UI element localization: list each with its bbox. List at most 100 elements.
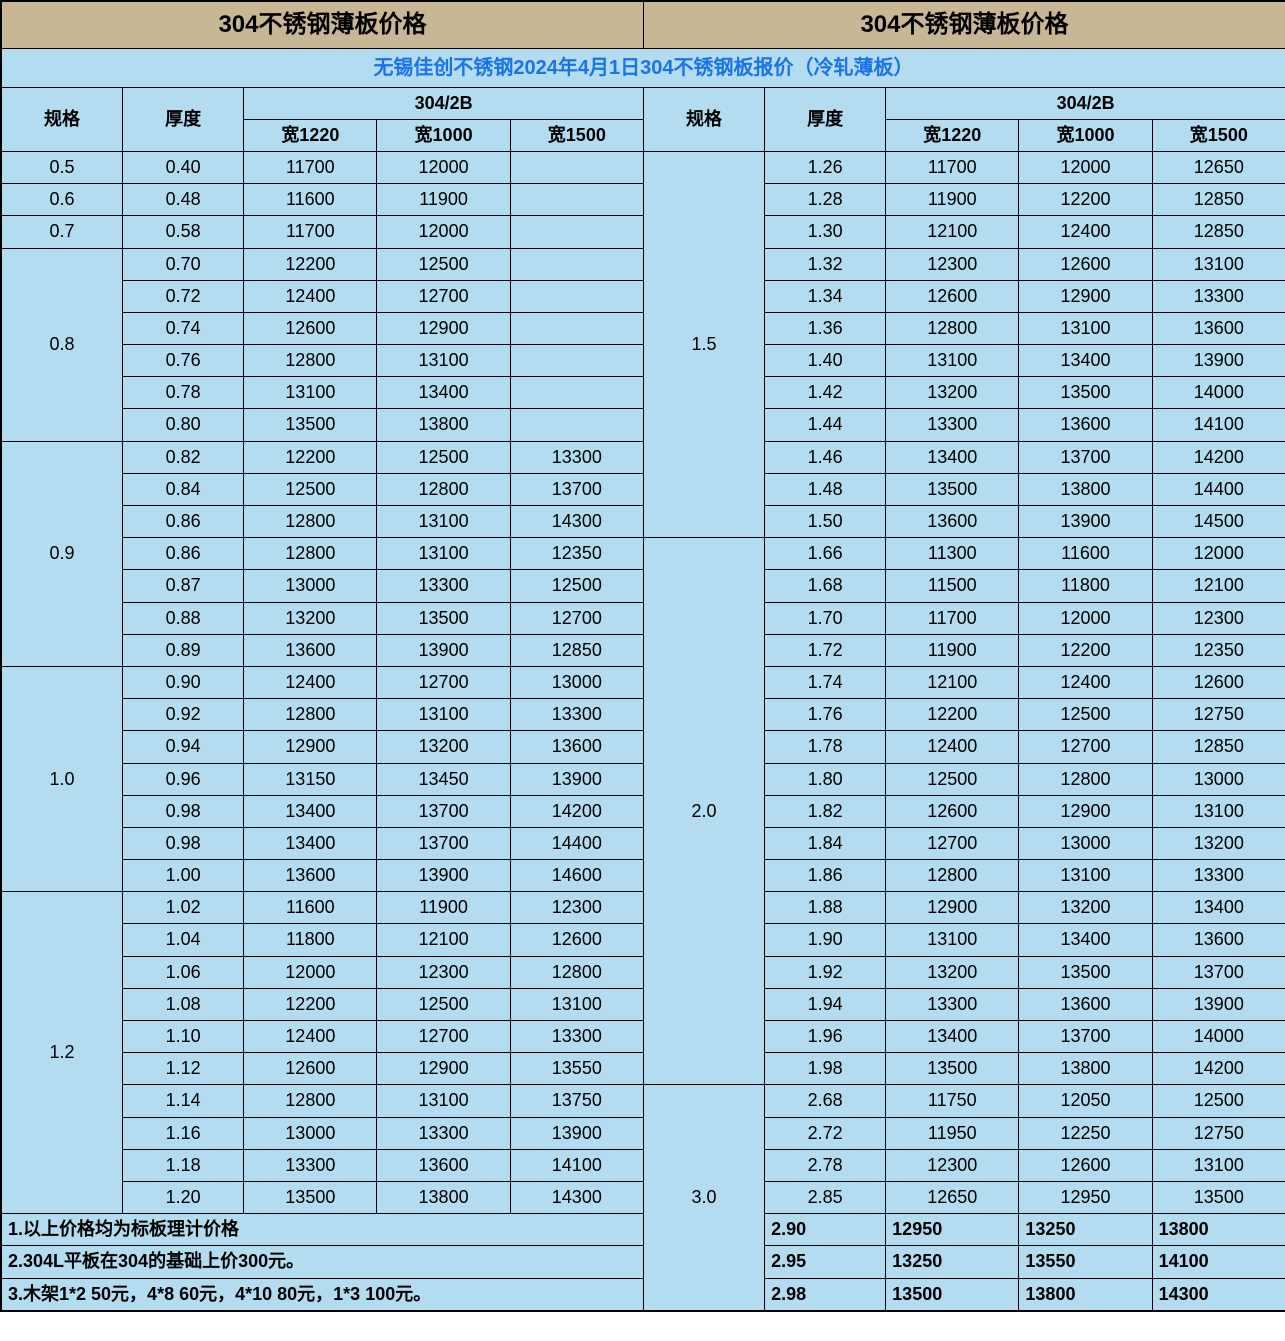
price-cell: 13000	[1152, 763, 1285, 795]
price-cell: 13300	[1152, 860, 1285, 892]
thickness-cell: 1.48	[765, 473, 886, 505]
title-left: 304不锈钢薄板价格	[2, 2, 644, 49]
thickness-cell: 2.78	[765, 1149, 886, 1181]
price-cell: 13100	[1152, 248, 1285, 280]
table-row: 0.50.4011700120001.51.26117001200012650	[2, 151, 1285, 183]
thickness-cell: 1.96	[765, 1021, 886, 1053]
table-row: 1.121260012900135501.98135001380014200	[2, 1053, 1285, 1085]
thickness-cell: 1.78	[765, 731, 886, 763]
price-cell	[510, 216, 643, 248]
price-cell	[510, 248, 643, 280]
hdr-w1220-l: 宽1220	[244, 119, 377, 151]
price-cell: 12300	[886, 248, 1019, 280]
price-cell	[510, 312, 643, 344]
price-cell: 13900	[1019, 506, 1152, 538]
price-cell: 13400	[886, 1021, 1019, 1053]
spec-cell: 0.6	[2, 184, 123, 216]
hdr-w1000-r: 宽1000	[1019, 119, 1152, 151]
thickness-cell: 1.00	[123, 860, 244, 892]
price-cell: 14200	[1152, 441, 1285, 473]
hdr-spec-l: 规格	[2, 87, 123, 151]
price-cell: 13100	[886, 924, 1019, 956]
price-cell: 13900	[510, 1117, 643, 1149]
thickness-cell: 1.02	[123, 892, 244, 924]
price-cell: 13300	[377, 570, 510, 602]
thickness-cell: 2.98	[765, 1278, 886, 1310]
price-cell: 12300	[510, 892, 643, 924]
hdr-w1220-r: 宽1220	[886, 119, 1019, 151]
thickness-cell: 1.66	[765, 538, 886, 570]
price-cell: 12000	[1019, 151, 1152, 183]
price-cell: 12600	[510, 924, 643, 956]
price-cell: 13400	[244, 795, 377, 827]
price-cell: 12800	[244, 506, 377, 538]
hdr-thick-r: 厚度	[765, 87, 886, 151]
thickness-cell: 1.06	[123, 956, 244, 988]
thickness-cell: 1.28	[765, 184, 886, 216]
thickness-cell: 1.16	[123, 1117, 244, 1149]
price-cell: 12100	[1152, 570, 1285, 602]
price-cell: 12200	[1019, 634, 1152, 666]
price-cell: 12600	[886, 795, 1019, 827]
price-cell: 13600	[244, 860, 377, 892]
price-cell: 12900	[1019, 280, 1152, 312]
price-cell	[510, 409, 643, 441]
price-cell: 13500	[886, 1053, 1019, 1085]
table-row: 1.21.021160011900123001.8812900132001340…	[2, 892, 1285, 924]
price-cell: 13600	[886, 506, 1019, 538]
table-row: 0.861280013100143001.50136001390014500	[2, 506, 1285, 538]
table-row: 1.161300013300139002.72119501225012750	[2, 1117, 1285, 1149]
price-cell: 12000	[244, 956, 377, 988]
price-cell: 12200	[886, 699, 1019, 731]
thickness-cell: 1.14	[123, 1085, 244, 1117]
price-cell: 13600	[377, 1149, 510, 1181]
subtitle: 无锡佳创不锈钢2024年4月1日304不锈钢板报价（冷轧薄板）	[2, 48, 1285, 87]
price-cell: 14300	[510, 1181, 643, 1213]
spec-cell: 1.0	[2, 666, 123, 891]
price-cell: 12000	[377, 151, 510, 183]
price-cell: 12900	[377, 1053, 510, 1085]
price-cell: 13250	[1019, 1214, 1152, 1246]
price-cell: 13600	[510, 731, 643, 763]
thickness-cell: 0.58	[123, 216, 244, 248]
price-cell: 13900	[377, 634, 510, 666]
price-cell: 12350	[1152, 634, 1285, 666]
price-cell: 13100	[886, 345, 1019, 377]
thickness-cell: 1.82	[765, 795, 886, 827]
price-cell: 13400	[1019, 924, 1152, 956]
price-cell: 13700	[510, 473, 643, 505]
price-cell: 13900	[510, 763, 643, 795]
price-cell: 13200	[1152, 827, 1285, 859]
price-cell: 13400	[244, 827, 377, 859]
price-cell: 14300	[1152, 1278, 1285, 1310]
price-cell: 13200	[244, 602, 377, 634]
price-cell: 12500	[244, 473, 377, 505]
thickness-cell: 0.74	[123, 312, 244, 344]
price-cell: 13100	[1152, 795, 1285, 827]
price-cell: 12200	[1019, 184, 1152, 216]
price-cell: 13800	[377, 1181, 510, 1213]
price-cell: 12400	[244, 280, 377, 312]
header-row-1: 规格 厚度 304/2B 规格 厚度 304/2B	[2, 87, 1285, 119]
price-cell: 13000	[244, 570, 377, 602]
price-cell: 13900	[1152, 345, 1285, 377]
table-row: 0.881320013500127001.70117001200012300	[2, 602, 1285, 634]
price-cell: 12500	[886, 763, 1019, 795]
spec-cell: 1.2	[2, 892, 123, 1214]
table-row: 0.891360013900128501.72119001220012350	[2, 634, 1285, 666]
thickness-cell: 2.95	[765, 1246, 886, 1278]
note-cell: 1.以上价格均为标板理计价格	[2, 1214, 644, 1246]
thickness-cell: 0.87	[123, 570, 244, 602]
thickness-cell: 1.68	[765, 570, 886, 602]
price-cell: 12500	[377, 988, 510, 1020]
table-row: 0.8013500138001.44133001360014100	[2, 409, 1285, 441]
note-cell: 3.木架1*2 50元，4*8 60元，4*10 80元，1*3 100元。	[2, 1278, 644, 1310]
price-cell: 14000	[1152, 1021, 1285, 1053]
price-cell: 13100	[377, 506, 510, 538]
price-cell: 12700	[377, 666, 510, 698]
hdr-w1500-l: 宽1500	[510, 119, 643, 151]
thickness-cell: 1.74	[765, 666, 886, 698]
price-cell: 13000	[244, 1117, 377, 1149]
thickness-cell: 1.76	[765, 699, 886, 731]
thickness-cell: 1.42	[765, 377, 886, 409]
